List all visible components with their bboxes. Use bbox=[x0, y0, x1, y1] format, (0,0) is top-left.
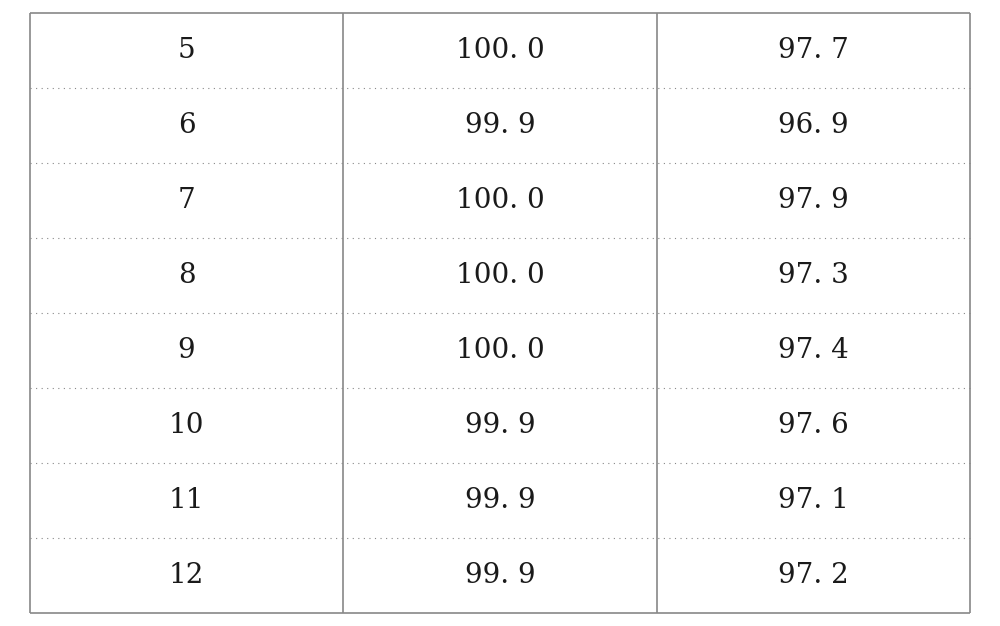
Text: 100. 0: 100. 0 bbox=[456, 36, 544, 64]
Text: 96. 9: 96. 9 bbox=[778, 111, 849, 139]
Text: 100. 0: 100. 0 bbox=[456, 262, 544, 289]
Text: 97. 6: 97. 6 bbox=[778, 412, 849, 439]
Text: 7: 7 bbox=[178, 187, 195, 214]
Text: 97. 9: 97. 9 bbox=[778, 187, 849, 214]
Text: 100. 0: 100. 0 bbox=[456, 337, 544, 364]
Text: 97. 3: 97. 3 bbox=[778, 262, 849, 289]
Text: 99. 9: 99. 9 bbox=[465, 111, 535, 139]
Text: 100. 0: 100. 0 bbox=[456, 187, 544, 214]
Text: 99. 9: 99. 9 bbox=[465, 487, 535, 515]
Text: 5: 5 bbox=[178, 36, 195, 64]
Text: 97. 4: 97. 4 bbox=[778, 337, 849, 364]
Text: 10: 10 bbox=[169, 412, 204, 439]
Text: 12: 12 bbox=[169, 562, 204, 590]
Text: 97. 1: 97. 1 bbox=[778, 487, 849, 515]
Text: 99. 9: 99. 9 bbox=[465, 412, 535, 439]
Text: 11: 11 bbox=[169, 487, 204, 515]
Text: 97. 2: 97. 2 bbox=[778, 562, 849, 590]
Text: 9: 9 bbox=[178, 337, 195, 364]
Text: 97. 7: 97. 7 bbox=[778, 36, 849, 64]
Text: 8: 8 bbox=[178, 262, 195, 289]
Text: 6: 6 bbox=[178, 111, 195, 139]
Text: 99. 9: 99. 9 bbox=[465, 562, 535, 590]
